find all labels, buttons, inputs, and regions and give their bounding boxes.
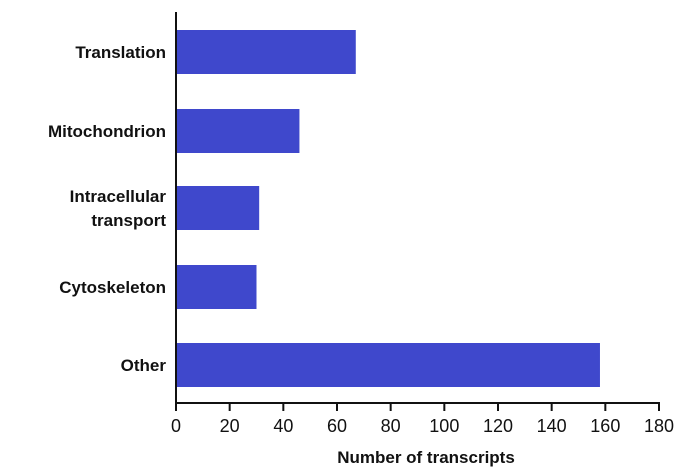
x-tick-label: 80 bbox=[381, 416, 401, 436]
category-label-line: Intracellular bbox=[70, 187, 167, 206]
x-axis-title: Number of transcripts bbox=[337, 448, 515, 467]
x-tick-label: 0 bbox=[171, 416, 181, 436]
category-labels: Translation Mitochondrion Intracellular tra… bbox=[48, 43, 166, 375]
category-label-line: Mitochondrion bbox=[48, 122, 166, 141]
category-label-line: transport bbox=[91, 211, 166, 230]
category-label: Mitochondrion bbox=[48, 122, 166, 141]
category-label: Cytoskeleton bbox=[59, 278, 166, 297]
x-tick-label: 180 bbox=[644, 416, 674, 436]
x-tick-label: 60 bbox=[327, 416, 347, 436]
bar-4 bbox=[176, 343, 600, 387]
bar-3 bbox=[176, 265, 257, 309]
x-axis-ticks: 0 20 40 60 80 100 120 140 160 180 bbox=[171, 403, 674, 436]
bar-2 bbox=[176, 186, 260, 230]
x-tick-label: 120 bbox=[483, 416, 513, 436]
x-tick-label: 160 bbox=[590, 416, 620, 436]
x-tick-label: 40 bbox=[273, 416, 293, 436]
bars-group bbox=[176, 30, 600, 387]
category-label: Other bbox=[121, 356, 167, 375]
category-label-line: Translation bbox=[75, 43, 166, 62]
category-label-line: Other bbox=[121, 356, 167, 375]
bar-1 bbox=[176, 109, 300, 153]
bar-0 bbox=[176, 30, 356, 74]
category-label: Intracellular transport bbox=[70, 187, 167, 230]
x-tick-label: 100 bbox=[429, 416, 459, 436]
x-tick-label: 20 bbox=[220, 416, 240, 436]
x-tick-label: 140 bbox=[537, 416, 567, 436]
category-label: Translation bbox=[75, 43, 166, 62]
category-label-line: Cytoskeleton bbox=[59, 278, 166, 297]
